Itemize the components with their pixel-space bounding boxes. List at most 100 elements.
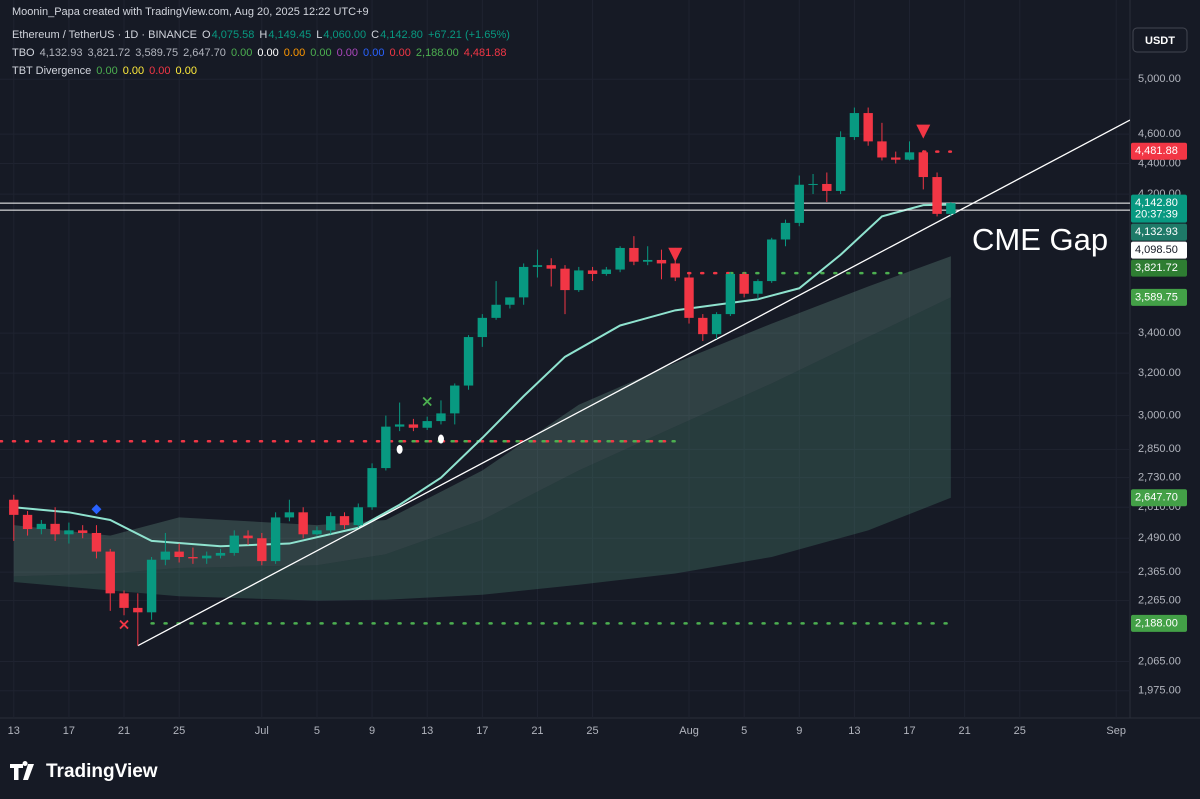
candle-body <box>160 551 171 560</box>
x-tick-label: 13 <box>8 725 20 737</box>
candle-body <box>312 530 322 535</box>
candle-body <box>202 555 212 559</box>
y-tick-label: 2,265.00 <box>1138 594 1181 606</box>
x-tick-label: 25 <box>173 725 185 737</box>
candle-body <box>780 222 791 240</box>
y-tick-label: 2,365.00 <box>1138 566 1181 578</box>
x-tick-label: 25 <box>586 725 598 737</box>
brand-name: TradingView <box>46 761 158 782</box>
brand-logo: TradingView <box>10 761 158 782</box>
x-tick-label: 9 <box>796 725 802 737</box>
price-tag-label: 3,589.75 <box>1135 291 1178 303</box>
candle-body <box>174 551 184 558</box>
indicator-band <box>13 256 951 577</box>
legend-item: 0.00 <box>389 47 410 59</box>
trendline <box>137 119 1130 647</box>
x-tick-label: 21 <box>531 725 543 737</box>
y-tick-label: 1,975.00 <box>1138 685 1181 697</box>
x-tick-label: Sep <box>1106 725 1126 737</box>
legend-item: 0.00 <box>337 47 358 59</box>
candle-body <box>629 247 639 262</box>
candle-body <box>463 337 474 386</box>
price-tag <box>1131 142 1187 160</box>
y-tick-label: 2,610.00 <box>1138 501 1181 513</box>
candle-body <box>36 523 47 530</box>
price-tag <box>1131 259 1187 277</box>
candle-body <box>560 268 570 291</box>
x-tick-label: Jul <box>255 725 269 737</box>
y-tick-label: 2,730.00 <box>1138 472 1181 484</box>
candle-body <box>918 152 928 178</box>
candle-body <box>367 468 377 508</box>
x-tick-label: 17 <box>63 725 75 737</box>
y-tick-label: 3,400.00 <box>1138 327 1181 339</box>
signal-marker <box>91 504 102 515</box>
candle-body <box>270 517 281 562</box>
candle-body <box>339 516 350 526</box>
candle-body <box>739 273 749 294</box>
brand-icon <box>10 761 34 780</box>
legend-item: 4,481.88 <box>464 47 507 59</box>
candle-body <box>932 177 942 214</box>
candle-body <box>436 413 446 422</box>
candle-body <box>725 273 736 315</box>
legend-item: L <box>316 29 322 41</box>
x-tick-label: 13 <box>421 725 433 737</box>
candle-body <box>574 270 584 291</box>
currency-button[interactable]: USDT <box>1132 27 1188 53</box>
candle-body <box>822 183 832 191</box>
legend-item: 0.00 <box>231 47 252 59</box>
candle-body <box>615 247 625 270</box>
candle-body <box>753 281 763 294</box>
x-tick-label: 25 <box>1014 725 1026 737</box>
candle-body <box>408 424 419 428</box>
price-tag-label: 4,098.50 <box>1135 244 1178 256</box>
x-tick-label: 13 <box>848 725 860 737</box>
price-tag <box>1131 223 1187 241</box>
candle-body <box>146 559 157 613</box>
price-tag <box>1131 489 1187 507</box>
candle-body <box>381 426 391 469</box>
legend-item: 4,149.45 <box>268 29 311 41</box>
x-tick-label: 5 <box>314 725 320 737</box>
candle-body <box>450 385 460 414</box>
candle-body <box>767 239 777 282</box>
candle-body <box>587 270 598 274</box>
currency-frame[interactable] <box>1132 27 1188 53</box>
legend-item: 0.00 <box>96 65 117 77</box>
candle-body <box>215 552 226 556</box>
signal-marker <box>916 124 931 139</box>
legend-item: TBT Divergence <box>12 65 91 77</box>
legend-item: 4,060.00 <box>323 29 366 41</box>
price-tag <box>1131 241 1187 259</box>
candle-body <box>353 507 363 526</box>
axes: 5,000.004,600.004,400.004,200.003,400.00… <box>8 73 1187 737</box>
candle-body <box>656 259 667 264</box>
legend-item: C <box>371 29 379 41</box>
candle-body <box>877 141 887 158</box>
legend-item: 2,647.70 <box>183 47 226 59</box>
legend-item: 0.00 <box>284 47 305 59</box>
legend-item: H <box>259 29 267 41</box>
x-tick-label: 17 <box>476 725 488 737</box>
candle-body <box>284 512 295 518</box>
y-tick-label: 3,000.00 <box>1138 409 1181 421</box>
attribution: Moonin_Papa created with TradingView.com… <box>12 6 369 18</box>
candle-body <box>422 421 432 428</box>
price-tag-label: 4,132.93 <box>1135 226 1178 238</box>
y-tick-label: 2,065.00 <box>1138 655 1181 667</box>
currency-label[interactable]: USDT <box>1145 35 1175 47</box>
legend-item: 0.00 <box>257 47 278 59</box>
price-tag-label: 4,142.80 <box>1135 197 1178 209</box>
candle-body <box>119 593 129 608</box>
price-tag-label: 4,481.88 <box>1135 145 1178 157</box>
candle-body <box>257 538 267 562</box>
legend-item: O <box>202 29 211 41</box>
candle-body <box>946 203 956 214</box>
y-tick-label: 2,850.00 <box>1138 443 1181 455</box>
ma-line <box>13 203 951 548</box>
annotation: CME Gap <box>972 222 1108 257</box>
